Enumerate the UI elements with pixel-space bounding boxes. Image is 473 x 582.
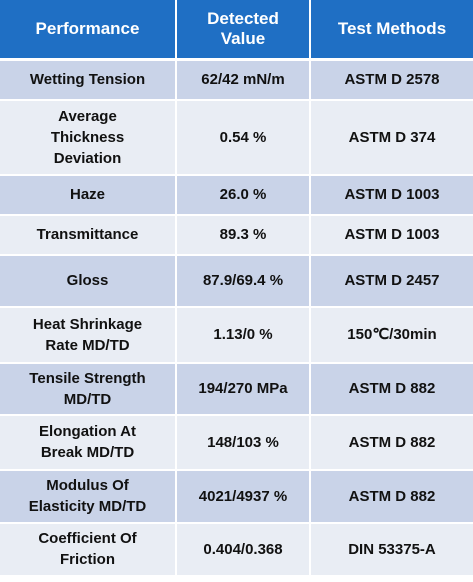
performance-cell: Heat Shrinkage Rate MD/TD: [0, 306, 177, 364]
method-cell: ASTM D 882: [310, 362, 473, 416]
performance-cell: Modulus Of Elasticity MD/TD: [0, 469, 177, 524]
method-cell: DIN 53375-A: [310, 522, 473, 577]
table-row: Gloss 87.9/69.4 % ASTM D 2457: [0, 254, 473, 308]
table-row: Heat Shrinkage Rate MD/TD 1.13/0 % 150℃/…: [0, 306, 473, 364]
performance-cell: Elongation At Break MD/TD: [0, 414, 177, 471]
table-row: Haze 26.0 % ASTM D 1003: [0, 174, 473, 216]
value-cell: 4021/4937 %: [176, 469, 311, 524]
method-cell: ASTM D 2578: [310, 59, 473, 101]
performance-cell: Tensile Strength MD/TD: [0, 362, 177, 416]
value-cell: 26.0 %: [176, 174, 311, 216]
method-cell: ASTM D 374: [310, 99, 473, 176]
performance-cell: Transmittance: [0, 214, 177, 256]
value-cell: 62/42 mN/m: [176, 59, 311, 101]
table-row: Elongation At Break MD/TD 148/103 % ASTM…: [0, 414, 473, 471]
table-row: Tensile Strength MD/TD 194/270 MPa ASTM …: [0, 362, 473, 416]
method-cell: ASTM D 882: [310, 469, 473, 524]
table-row: Wetting Tension 62/42 mN/m ASTM D 2578: [0, 59, 473, 101]
method-cell: ASTM D 2457: [310, 254, 473, 308]
table-row: Coefficient Of Friction 0.404/0.368 DIN …: [0, 522, 473, 577]
value-cell: 87.9/69.4 %: [176, 254, 311, 308]
performance-cell: Average Thickness Deviation: [0, 99, 177, 176]
header-performance: Performance: [0, 0, 177, 61]
performance-cell: Coefficient Of Friction: [0, 522, 177, 577]
performance-cell: Gloss: [0, 254, 177, 308]
method-cell: 150℃/30min: [310, 306, 473, 364]
performance-cell: Wetting Tension: [0, 59, 177, 101]
value-cell: 1.13/0 %: [176, 306, 311, 364]
table-row: Modulus Of Elasticity MD/TD 4021/4937 % …: [0, 469, 473, 524]
performance-cell: Haze: [0, 174, 177, 216]
header-test-methods: Test Methods: [310, 0, 473, 61]
value-cell: 148/103 %: [176, 414, 311, 471]
method-cell: ASTM D 1003: [310, 174, 473, 216]
table-header-row: Performance Detected Value Test Methods: [0, 0, 473, 61]
method-cell: ASTM D 882: [310, 414, 473, 471]
value-cell: 89.3 %: [176, 214, 311, 256]
header-detected-value: Detected Value: [176, 0, 311, 61]
table-row: Transmittance 89.3 % ASTM D 1003: [0, 214, 473, 256]
table-row: Average Thickness Deviation 0.54 % ASTM …: [0, 99, 473, 176]
value-cell: 0.404/0.368: [176, 522, 311, 577]
method-cell: ASTM D 1003: [310, 214, 473, 256]
value-cell: 0.54 %: [176, 99, 311, 176]
value-cell: 194/270 MPa: [176, 362, 311, 416]
